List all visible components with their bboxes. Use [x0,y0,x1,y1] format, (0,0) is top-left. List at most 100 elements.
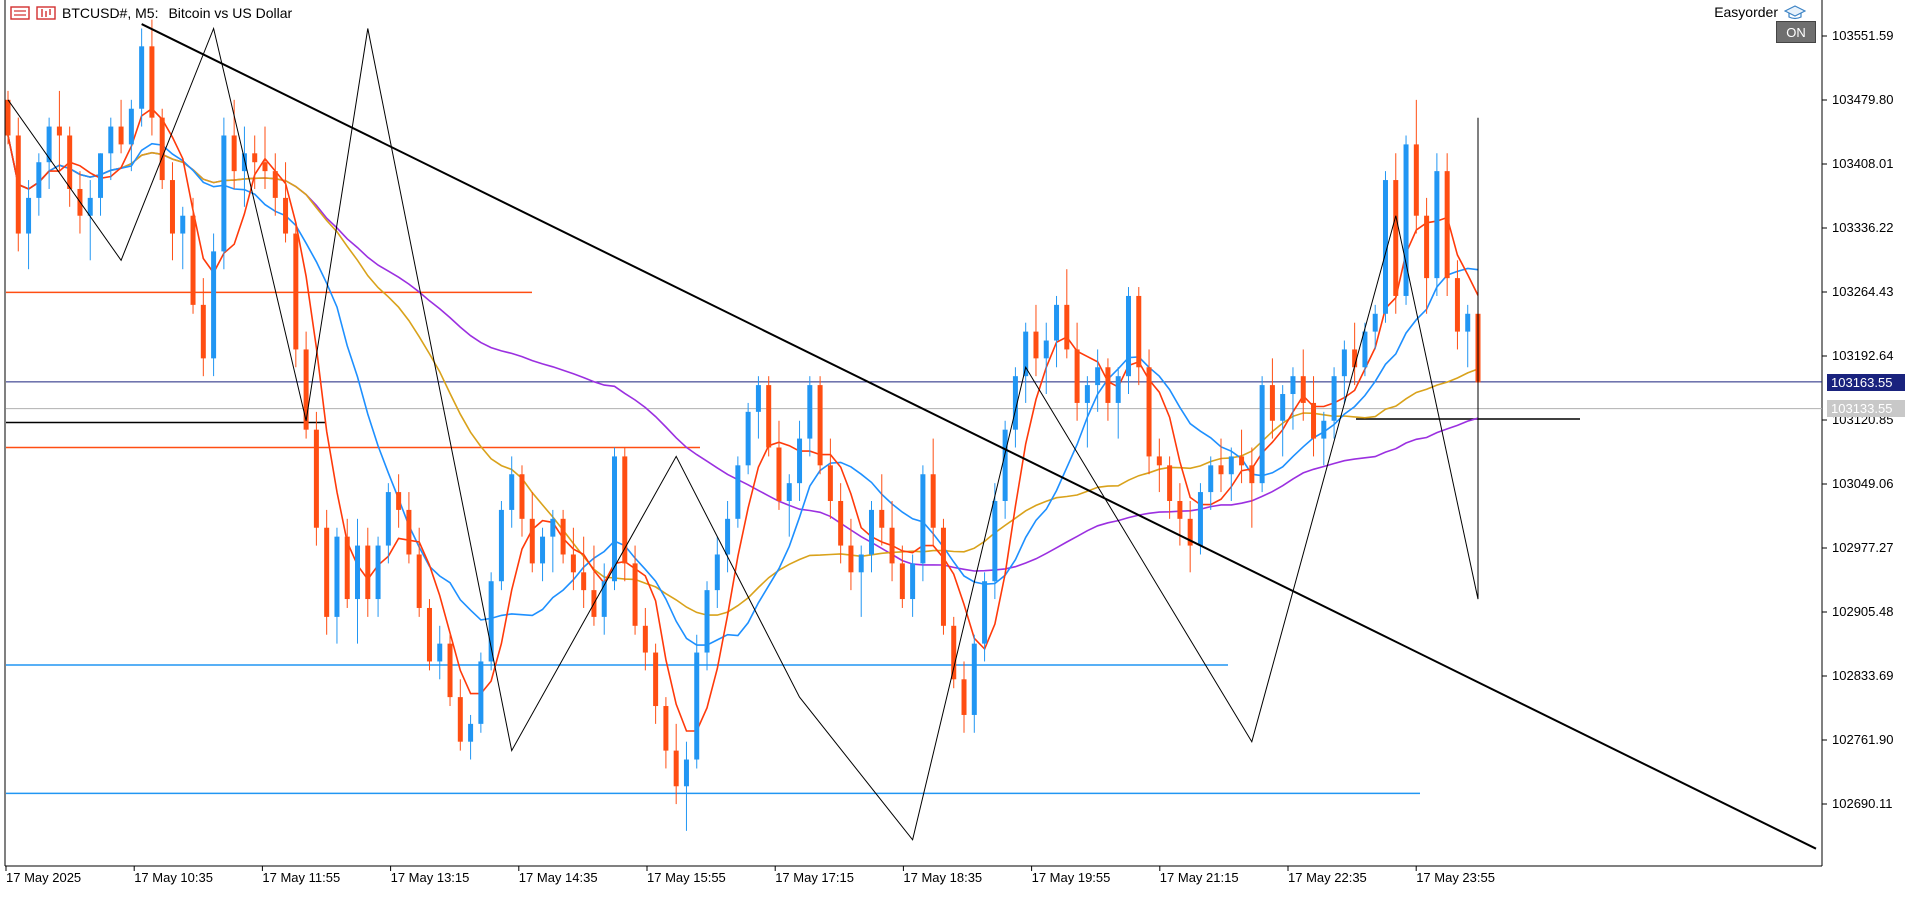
candle-body[interactable] [951,625,957,680]
candle-body[interactable] [221,135,227,252]
horizontal-levels[interactable] [6,291,1822,795]
candle-body[interactable] [365,545,371,600]
candle-body[interactable] [1341,349,1347,377]
candle-body[interactable] [1105,367,1111,403]
candle-body[interactable] [879,509,885,528]
candle-body[interactable] [385,492,391,546]
trendlines[interactable] [141,23,1817,850]
candle-body[interactable] [766,385,772,448]
candle-body[interactable] [36,162,42,198]
candle-body[interactable] [704,590,710,653]
candle-body[interactable] [118,126,124,145]
candle-body[interactable] [940,527,946,626]
easyorder-panel[interactable]: Easyorder [1714,4,1806,20]
candle-body[interactable] [1249,465,1255,484]
candle-body[interactable] [262,162,268,172]
descending-trendline[interactable] [141,23,1817,850]
candle-body[interactable] [457,697,463,742]
candle-body[interactable] [971,643,977,715]
candles[interactable] [5,19,1481,831]
candle-body[interactable] [416,554,422,608]
candle-body[interactable] [1033,331,1039,359]
candle-body[interactable] [807,385,813,439]
candle-body[interactable] [1023,331,1029,377]
candle-body[interactable] [1259,385,1265,484]
candle-body[interactable] [498,509,504,582]
candle-body[interactable] [838,500,844,546]
candle-body[interactable] [622,456,628,564]
candle-body[interactable] [211,251,217,359]
candle-body[interactable] [139,46,145,109]
on-toggle-button[interactable]: ON [1776,21,1816,43]
candle-body[interactable] [694,652,700,760]
candle-body[interactable] [889,527,895,564]
candle-body[interactable] [653,652,659,707]
candle-body[interactable] [673,750,679,787]
candle-body[interactable] [1372,313,1378,332]
candle-body[interactable] [200,304,206,359]
candle-body[interactable] [1300,376,1306,403]
candle-body[interactable] [303,349,309,430]
candle-body[interactable] [396,492,402,510]
candle-body[interactable] [15,135,21,234]
candle-body[interactable] [1454,278,1460,332]
candle-body[interactable] [56,126,62,136]
candle-body[interactable] [46,126,52,163]
candle-body[interactable] [1054,304,1060,341]
candle-body[interactable] [920,474,926,564]
candle-body[interactable] [1187,518,1193,546]
candle-body[interactable] [5,99,11,136]
candle-body[interactable] [1177,500,1183,519]
candle-body[interactable] [283,197,289,234]
candle-body[interactable] [1146,367,1152,457]
candle-body[interactable] [169,180,175,234]
candle-body[interactable] [1043,340,1049,359]
candle-body[interactable] [848,545,854,573]
candle-body[interactable] [87,197,93,216]
candle-body[interactable] [1311,402,1317,439]
candle-body[interactable] [601,581,607,617]
candle-body[interactable] [663,706,669,751]
candle-body[interactable] [324,527,330,617]
chart-menu-icon[interactable] [10,6,30,20]
candle-body[interactable] [1208,465,1214,493]
candle-body[interactable] [725,518,731,555]
candle-body[interactable] [612,456,618,582]
candle-body[interactable] [159,117,165,181]
candle-body[interactable] [375,545,381,600]
candle-body[interactable] [529,518,535,564]
candle-body[interactable] [1115,376,1121,403]
candle-body[interactable] [1290,376,1296,395]
candle-body[interactable] [488,581,494,662]
candle-body[interactable] [868,509,874,555]
candle-body[interactable] [827,465,833,501]
candle-body[interactable] [272,171,278,198]
candle-body[interactable] [899,563,905,600]
candle-body[interactable] [1218,465,1224,475]
candle-body[interactable] [1197,492,1203,546]
candle-body[interactable] [334,536,340,617]
easyorder-label[interactable]: Easyorder [1714,4,1778,20]
candle-body[interactable] [1239,456,1245,466]
candle-body[interactable] [149,46,155,118]
candle-body[interactable] [313,429,319,528]
candle-body[interactable] [1228,456,1234,475]
candle-body[interactable] [1413,144,1419,216]
candle-body[interactable] [231,135,237,172]
candle-body[interactable] [1444,171,1450,279]
candle-body[interactable] [1136,295,1142,368]
candle-body[interactable] [519,474,525,519]
candle-body[interactable] [786,483,792,501]
candle-body[interactable] [1125,295,1131,377]
candle-body[interactable] [293,233,299,350]
candle-body[interactable] [1382,180,1388,314]
candle-body[interactable] [858,554,864,573]
candle-body[interactable] [252,153,258,163]
candle-body[interactable] [1074,349,1080,403]
candle-body[interactable] [1167,465,1173,501]
candle-body[interactable] [1331,376,1337,421]
candle-body[interactable] [735,465,741,519]
candle-body[interactable] [1403,144,1409,296]
candle-body[interactable] [1321,420,1327,439]
